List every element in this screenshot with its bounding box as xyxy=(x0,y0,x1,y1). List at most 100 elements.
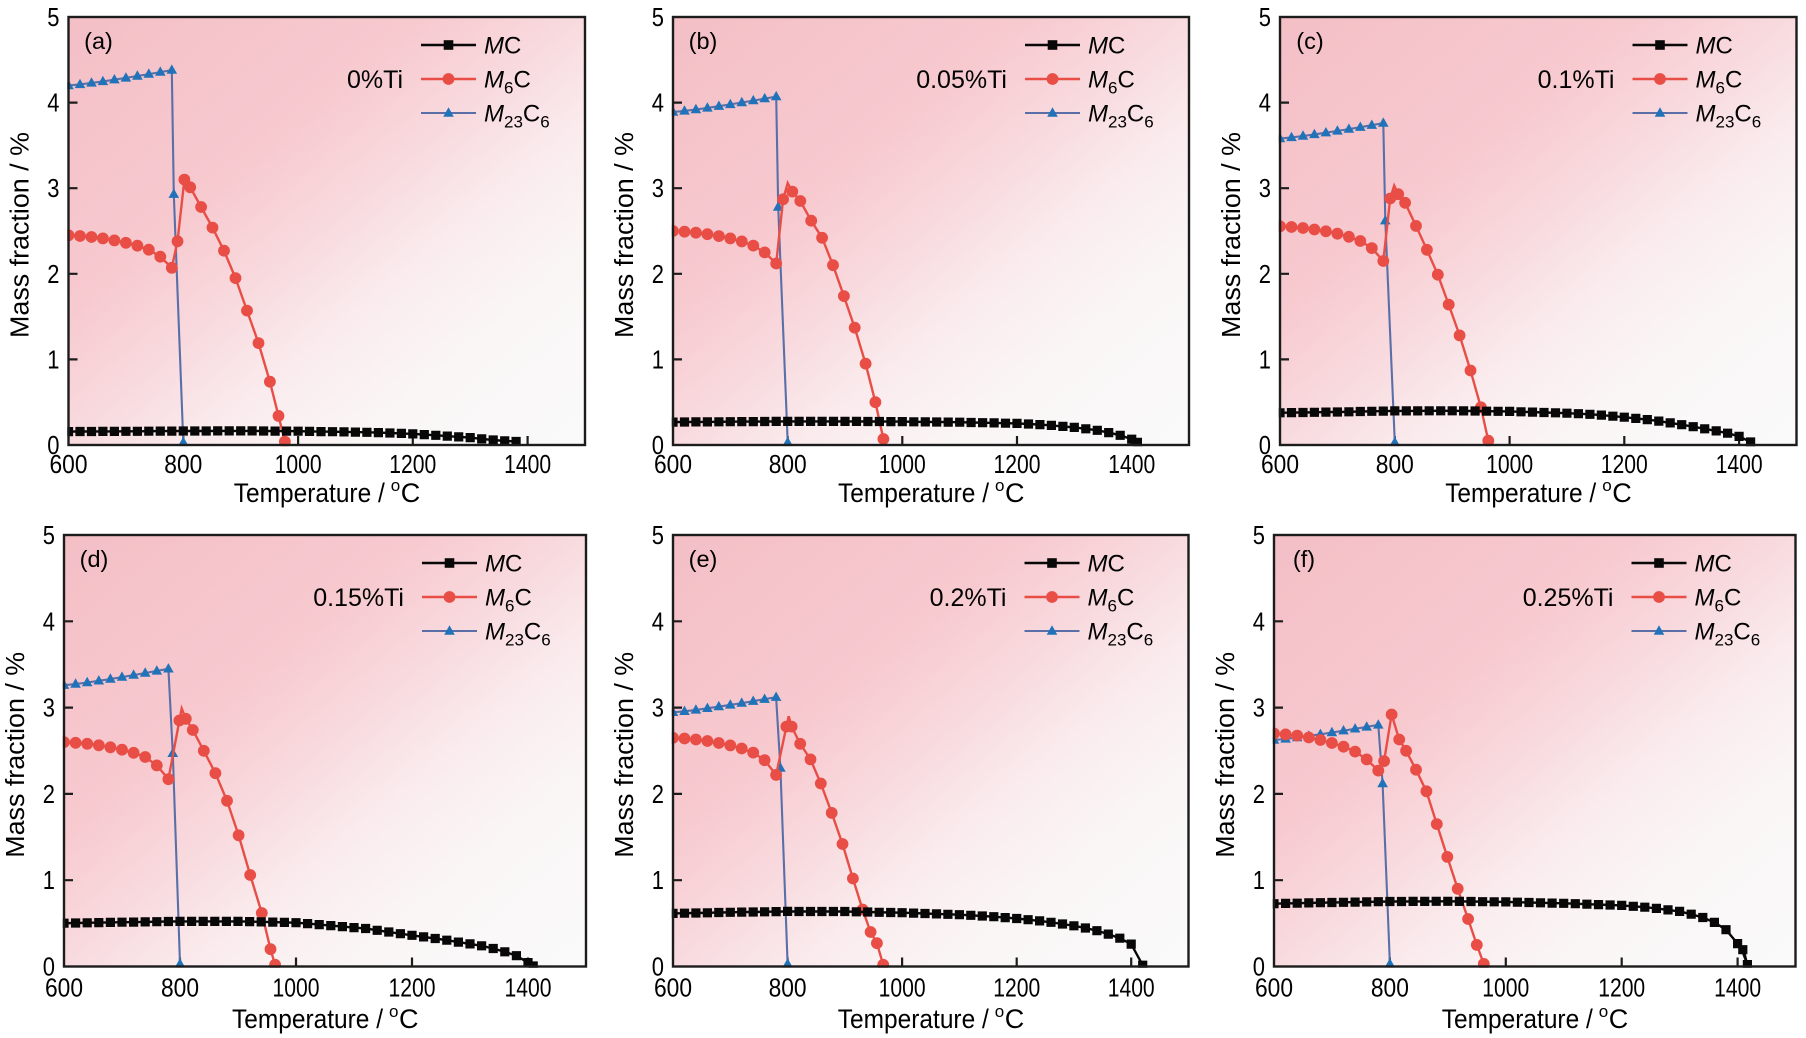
svg-text:M23C6: M23C6 xyxy=(1696,101,1762,132)
svg-text:Mass fraction / %: Mass fraction / % xyxy=(7,132,35,338)
svg-text:Mass fraction / %: Mass fraction / % xyxy=(611,652,639,858)
svg-text:(c): (c) xyxy=(1296,28,1323,54)
svg-text:Mass fraction / %: Mass fraction / % xyxy=(2,652,30,858)
svg-text:o: o xyxy=(1599,1002,1608,1021)
svg-text:C: C xyxy=(399,1004,419,1034)
svg-text:4: 4 xyxy=(1259,88,1271,118)
svg-text:0: 0 xyxy=(652,952,664,982)
svg-text:1: 1 xyxy=(652,344,664,374)
svg-text:1400: 1400 xyxy=(1108,449,1155,479)
svg-text:4: 4 xyxy=(1253,606,1265,636)
svg-text:1400: 1400 xyxy=(505,973,552,1003)
svg-text:1200: 1200 xyxy=(389,973,436,1003)
svg-text:4: 4 xyxy=(43,606,55,636)
svg-text:MC: MC xyxy=(1088,551,1125,578)
svg-text:4: 4 xyxy=(652,606,664,636)
svg-text:(d): (d) xyxy=(80,546,109,572)
svg-text:3: 3 xyxy=(652,693,664,723)
svg-text:C: C xyxy=(1005,1004,1025,1034)
svg-text:600: 600 xyxy=(654,449,692,479)
svg-text:1400: 1400 xyxy=(1108,973,1155,1003)
svg-text:2: 2 xyxy=(1253,779,1265,809)
svg-text:C: C xyxy=(1612,478,1632,508)
svg-text:3: 3 xyxy=(47,173,59,203)
svg-text:(f): (f) xyxy=(1293,546,1315,572)
svg-text:2: 2 xyxy=(43,779,55,809)
svg-text:3: 3 xyxy=(652,173,664,203)
svg-text:2: 2 xyxy=(47,259,59,289)
svg-text:0: 0 xyxy=(47,430,59,460)
svg-text:4: 4 xyxy=(652,88,664,118)
svg-text:600: 600 xyxy=(45,973,83,1003)
svg-text:(e): (e) xyxy=(689,546,718,572)
svg-text:M6C: M6C xyxy=(1696,67,1743,98)
svg-text:0.1%Ti: 0.1%Ti xyxy=(1538,66,1615,94)
svg-text:3: 3 xyxy=(1259,173,1271,203)
svg-text:MC: MC xyxy=(1696,33,1733,60)
svg-text:0: 0 xyxy=(43,952,55,982)
svg-text:1: 1 xyxy=(47,344,59,374)
svg-text:C: C xyxy=(1609,1004,1629,1034)
svg-text:M23C6: M23C6 xyxy=(1695,619,1761,650)
svg-text:1: 1 xyxy=(1259,344,1271,374)
svg-text:M23C6: M23C6 xyxy=(1088,619,1154,650)
svg-text:1: 1 xyxy=(1253,865,1265,895)
svg-text:1200: 1200 xyxy=(389,449,436,479)
svg-text:1200: 1200 xyxy=(994,449,1041,479)
svg-text:Temperature /: Temperature / xyxy=(838,478,989,508)
svg-text:5: 5 xyxy=(47,2,59,32)
svg-text:o: o xyxy=(391,476,400,495)
svg-text:0%Ti: 0%Ti xyxy=(347,66,403,94)
svg-text:Temperature /: Temperature / xyxy=(232,1004,383,1034)
svg-text:MC: MC xyxy=(1088,33,1125,60)
svg-text:5: 5 xyxy=(652,2,664,32)
svg-text:Mass fraction / %: Mass fraction / % xyxy=(1218,132,1246,338)
svg-text:5: 5 xyxy=(652,520,664,550)
svg-text:5: 5 xyxy=(1259,2,1271,32)
svg-text:M6C: M6C xyxy=(1695,585,1742,616)
svg-text:1400: 1400 xyxy=(1714,973,1761,1003)
svg-text:(a): (a) xyxy=(84,28,113,54)
svg-text:0.2%Ti: 0.2%Ti xyxy=(930,584,1007,612)
svg-text:1: 1 xyxy=(43,865,55,895)
svg-text:0: 0 xyxy=(1259,430,1271,460)
svg-text:800: 800 xyxy=(769,449,807,479)
svg-text:600: 600 xyxy=(1261,449,1299,479)
svg-text:C: C xyxy=(1005,478,1025,508)
svg-text:1200: 1200 xyxy=(1598,973,1645,1003)
svg-text:1200: 1200 xyxy=(993,973,1040,1003)
svg-text:2: 2 xyxy=(1259,259,1271,289)
svg-text:600: 600 xyxy=(654,973,692,1003)
svg-text:M23C6: M23C6 xyxy=(485,619,551,650)
svg-text:MC: MC xyxy=(1695,551,1732,578)
svg-text:M6C: M6C xyxy=(1088,585,1135,616)
svg-text:2: 2 xyxy=(652,779,664,809)
svg-text:Mass fraction / %: Mass fraction / % xyxy=(1212,652,1240,858)
svg-text:800: 800 xyxy=(769,973,807,1003)
svg-text:M6C: M6C xyxy=(485,585,532,616)
svg-text:Temperature /: Temperature / xyxy=(1445,478,1596,508)
svg-text:M6C: M6C xyxy=(1088,67,1135,98)
svg-text:0.15%Ti: 0.15%Ti xyxy=(313,584,404,612)
svg-text:MC: MC xyxy=(485,551,522,578)
svg-text:o: o xyxy=(1602,476,1611,495)
svg-text:M6C: M6C xyxy=(484,67,531,98)
svg-text:MC: MC xyxy=(484,33,521,60)
svg-text:1200: 1200 xyxy=(1601,449,1648,479)
svg-text:800: 800 xyxy=(1376,449,1414,479)
svg-text:1000: 1000 xyxy=(879,973,926,1003)
svg-text:5: 5 xyxy=(1253,520,1265,550)
svg-text:(b): (b) xyxy=(689,28,718,54)
svg-text:2: 2 xyxy=(652,259,664,289)
svg-text:1000: 1000 xyxy=(1486,449,1533,479)
svg-text:M23C6: M23C6 xyxy=(1088,101,1154,132)
svg-text:o: o xyxy=(995,1002,1004,1021)
svg-text:1000: 1000 xyxy=(273,973,320,1003)
svg-text:Temperature /: Temperature / xyxy=(1442,1004,1593,1034)
svg-text:5: 5 xyxy=(43,520,55,550)
svg-text:1000: 1000 xyxy=(1482,973,1529,1003)
svg-text:800: 800 xyxy=(164,449,202,479)
svg-text:0.05%Ti: 0.05%Ti xyxy=(916,66,1007,94)
svg-text:600: 600 xyxy=(1255,973,1293,1003)
svg-text:1: 1 xyxy=(652,865,664,895)
